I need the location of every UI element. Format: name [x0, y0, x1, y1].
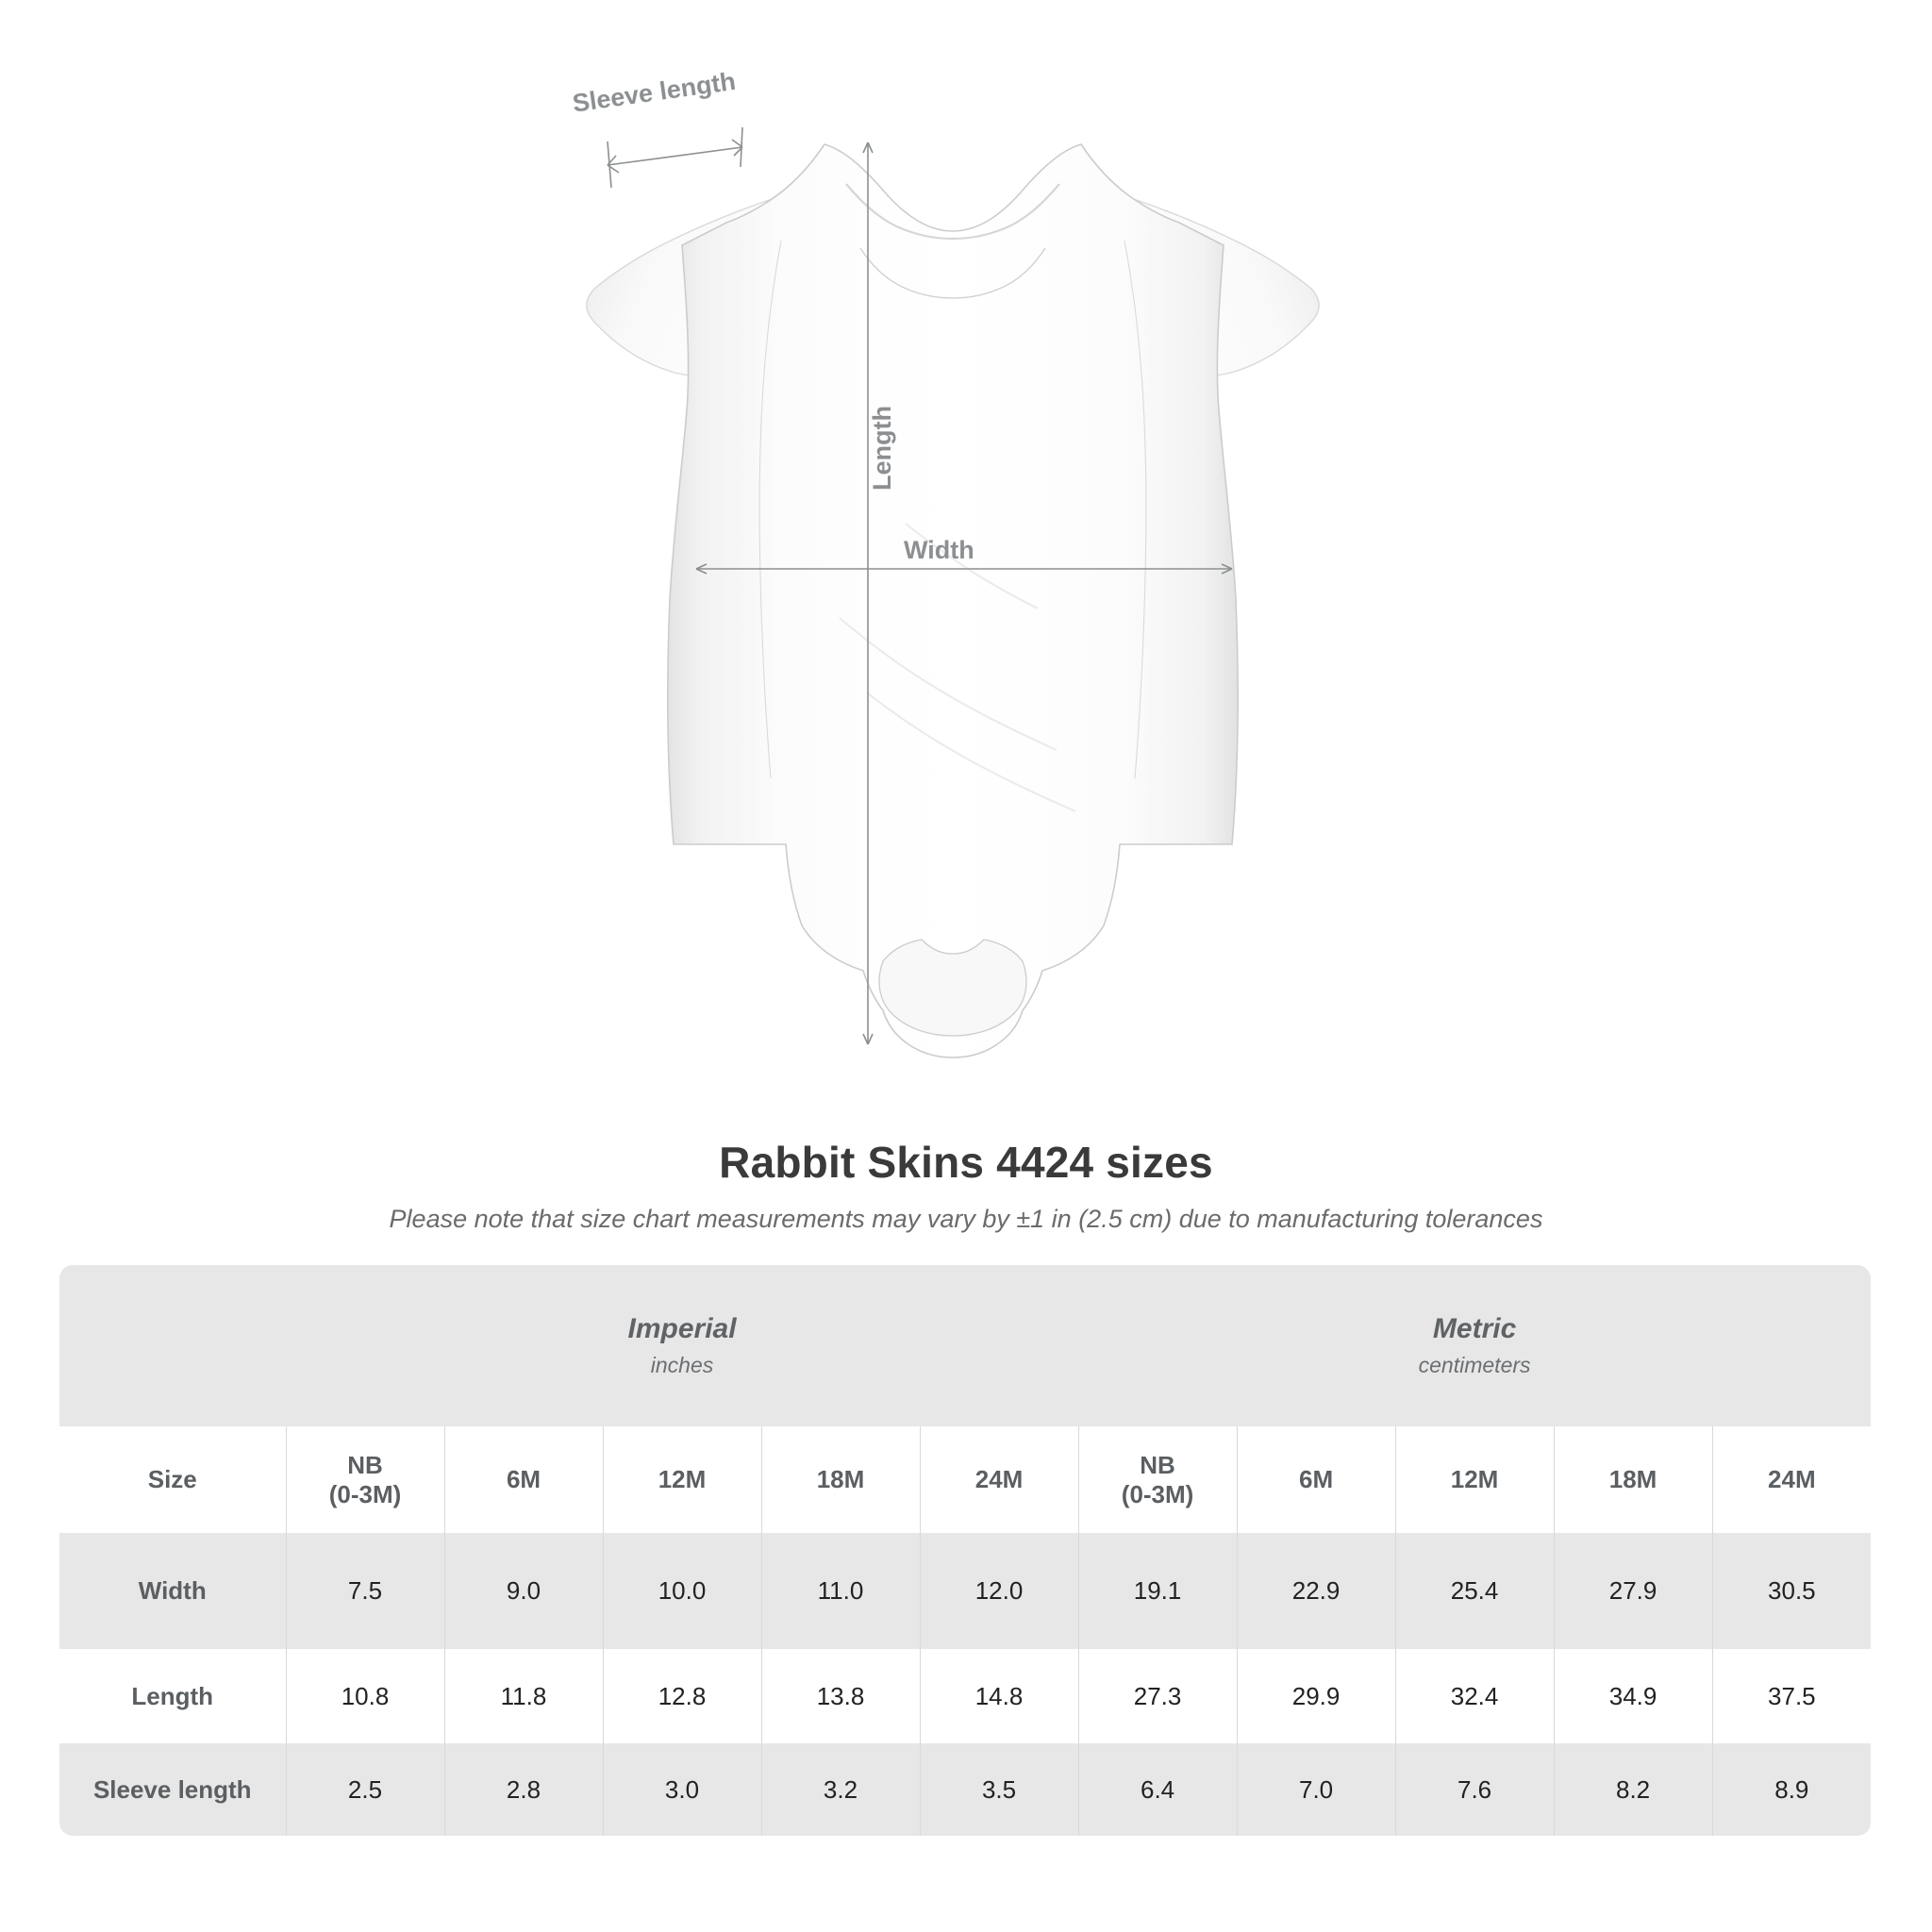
svg-text:Width: Width — [904, 536, 974, 564]
